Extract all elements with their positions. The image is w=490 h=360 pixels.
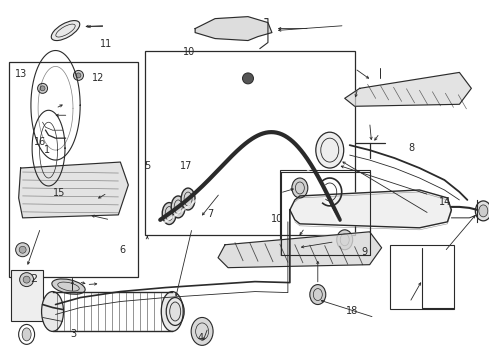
- Ellipse shape: [171, 196, 185, 218]
- Text: 4: 4: [198, 333, 204, 343]
- Ellipse shape: [52, 279, 85, 294]
- Text: 8: 8: [408, 143, 414, 153]
- Text: 9: 9: [362, 247, 368, 257]
- Ellipse shape: [42, 292, 64, 332]
- Text: 17: 17: [180, 161, 193, 171]
- Circle shape: [76, 73, 81, 78]
- Bar: [390, 245, 454, 310]
- Text: 10: 10: [183, 47, 195, 57]
- Ellipse shape: [310, 285, 326, 305]
- Ellipse shape: [170, 302, 181, 321]
- Polygon shape: [19, 162, 128, 218]
- Text: 6: 6: [120, 245, 126, 255]
- Ellipse shape: [51, 21, 80, 41]
- Ellipse shape: [161, 292, 183, 332]
- Ellipse shape: [316, 132, 343, 168]
- Polygon shape: [345, 72, 471, 106]
- Bar: [280, 170, 369, 255]
- Text: 14: 14: [439, 197, 451, 207]
- Text: 18: 18: [346, 306, 359, 316]
- Text: 13: 13: [15, 69, 27, 79]
- Polygon shape: [195, 17, 272, 41]
- Ellipse shape: [22, 328, 31, 341]
- Text: 3: 3: [70, 329, 76, 339]
- Text: 1: 1: [44, 144, 50, 154]
- Bar: [11, 270, 43, 321]
- Polygon shape: [290, 190, 451, 228]
- Ellipse shape: [191, 318, 213, 345]
- Circle shape: [23, 276, 30, 283]
- Circle shape: [20, 273, 34, 287]
- Ellipse shape: [162, 203, 176, 225]
- Circle shape: [38, 84, 48, 93]
- Circle shape: [19, 246, 26, 253]
- Circle shape: [40, 86, 45, 91]
- Text: 7: 7: [208, 209, 214, 219]
- Ellipse shape: [292, 178, 308, 198]
- Bar: [145, 50, 355, 235]
- Text: 15: 15: [53, 188, 66, 198]
- Polygon shape: [218, 232, 382, 268]
- Ellipse shape: [337, 230, 353, 250]
- Text: 5: 5: [144, 161, 150, 171]
- Bar: [9, 62, 138, 276]
- Ellipse shape: [479, 205, 488, 217]
- Text: 16: 16: [34, 138, 46, 147]
- Circle shape: [74, 71, 83, 80]
- Circle shape: [16, 243, 29, 257]
- Ellipse shape: [181, 188, 195, 210]
- Text: 11: 11: [99, 39, 112, 49]
- Circle shape: [243, 73, 253, 84]
- Text: 2: 2: [30, 274, 37, 284]
- Text: 12: 12: [92, 73, 104, 83]
- Text: 10: 10: [270, 215, 283, 224]
- Ellipse shape: [475, 201, 490, 221]
